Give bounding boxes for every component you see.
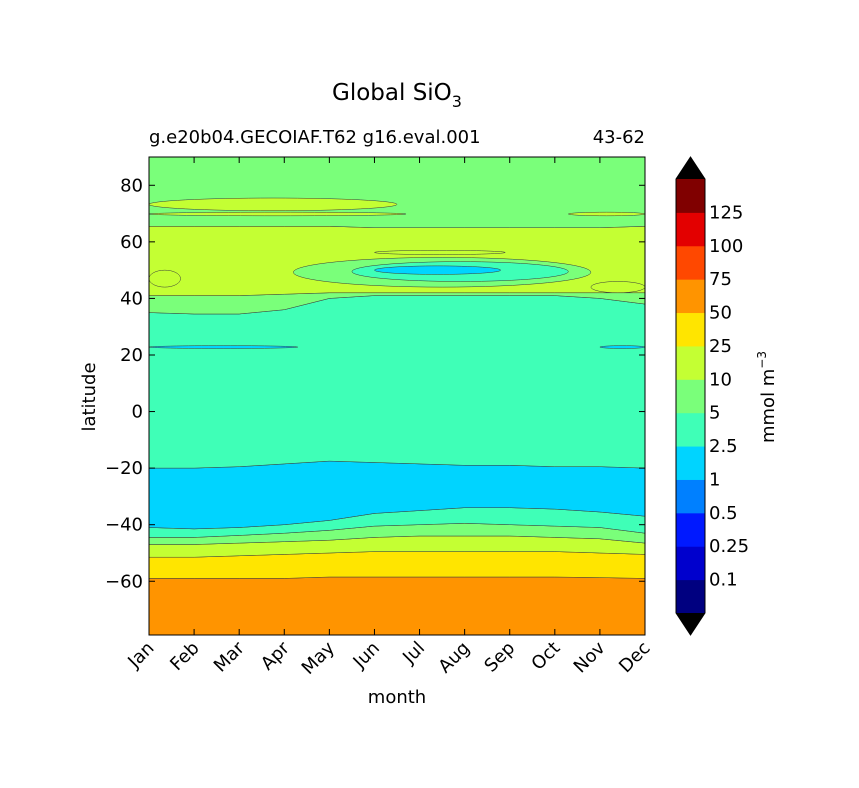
y-tick-label: −40 [105, 515, 143, 536]
colorbar-swatch-12 [676, 179, 705, 213]
colorbar-tick-label: 75 [709, 269, 732, 290]
colorbar-swatch-11 [676, 212, 705, 247]
colorbar-tick-label: 0.25 [709, 536, 749, 557]
x-tick-label: Dec [615, 638, 654, 677]
contour-patch-10 [599, 345, 645, 349]
colorbar-tick-label: 5 [709, 403, 720, 424]
years-label: 43-62 [593, 127, 645, 148]
colorbar-tick-label: 1 [709, 469, 720, 490]
case-label: g.e20b04.GECOIAF.T62 g16.eval.001 [149, 127, 481, 148]
chart-title-text: Global SiO [332, 80, 452, 106]
colorbar-tick-label: 0.1 [709, 570, 738, 591]
colorbar-outline [675, 156, 706, 636]
colorbar-over-arrow [676, 157, 705, 179]
colorbar-tick-label: 10 [709, 369, 732, 390]
colorbar-swatch-5 [676, 412, 705, 447]
colorbar-swatch-6 [676, 379, 705, 414]
colorbar-label-text: mmol m [758, 369, 779, 443]
contour-patch-5 [149, 211, 407, 217]
colorbar-under-arrow [676, 613, 705, 635]
contour-patch-8 [590, 281, 645, 294]
chart-title: Global SiO3 [332, 80, 462, 111]
y-tick-label: 60 [120, 232, 143, 253]
colorbar-tick-label: 50 [709, 303, 732, 324]
x-tick-label: Sep [480, 638, 519, 677]
colorbar-tick-label: 0.5 [709, 503, 738, 524]
colorbar-swatch-7 [676, 345, 705, 380]
contour-patch-2 [374, 265, 501, 275]
colorbar-swatch-10 [676, 245, 705, 280]
contour-band-0 [149, 576, 645, 635]
contour-plot-area [149, 157, 645, 635]
x-tick-label: Oct [527, 638, 564, 675]
x-axis-label: month [368, 687, 426, 708]
colorbar: 0.1 0.25 0.5 1 2.5 5 10 25 50 75 100 125 [675, 156, 749, 636]
colorbar-tick-label: 2.5 [709, 436, 738, 457]
y-tick-label: 0 [132, 402, 143, 423]
colorbar-swatch-1 [676, 546, 705, 581]
x-tick-label: Mar [210, 637, 249, 676]
y-axis: 80 60 40 20 0 −20 −40 −60 [105, 175, 645, 592]
colorbar-tick-label: 125 [709, 202, 743, 223]
y-tick-label: 40 [120, 288, 143, 309]
x-tick-label: May [298, 637, 339, 678]
contour-band-9 [149, 157, 645, 228]
contour-band-6 [149, 295, 645, 469]
y-axis-label: latitude [79, 362, 100, 431]
colorbar-swatch-3 [676, 479, 705, 514]
y-tick-label: −20 [105, 458, 143, 479]
x-tick-label: Apr [257, 637, 294, 674]
x-tick-label: Jan [123, 638, 158, 673]
contour-patch-6 [568, 211, 645, 217]
chart-title-subscript: 3 [452, 92, 462, 111]
contour-patch-9 [149, 345, 299, 349]
contour-patch-3 [374, 250, 506, 255]
colorbar-swatch-0 [676, 579, 705, 614]
y-tick-label: 20 [120, 345, 143, 366]
colorbar-label: mmol m−3 [755, 351, 779, 443]
x-tick-label: Jun [349, 638, 384, 673]
x-tick-label: Jul [398, 638, 429, 669]
y-tick-label: 80 [120, 175, 143, 196]
colorbar-swatch-8 [676, 312, 705, 347]
plot-frame [148, 156, 646, 636]
contour-patch-7 [149, 269, 181, 288]
colorbar-swatch-4 [676, 446, 705, 480]
x-tick-label: Aug [434, 638, 474, 678]
colorbar-swatch-2 [676, 512, 705, 547]
contour-patch-4 [149, 197, 398, 211]
colorbar-label-superscript: −3 [755, 351, 769, 369]
colorbar-tick-label: 100 [709, 236, 743, 257]
colorbar-swatch-9 [676, 279, 705, 314]
x-tick-label: Nov [570, 637, 610, 677]
colorbar-tick-label: 25 [709, 336, 732, 357]
y-tick-label: −60 [105, 571, 143, 592]
x-tick-label: Feb [166, 638, 203, 675]
